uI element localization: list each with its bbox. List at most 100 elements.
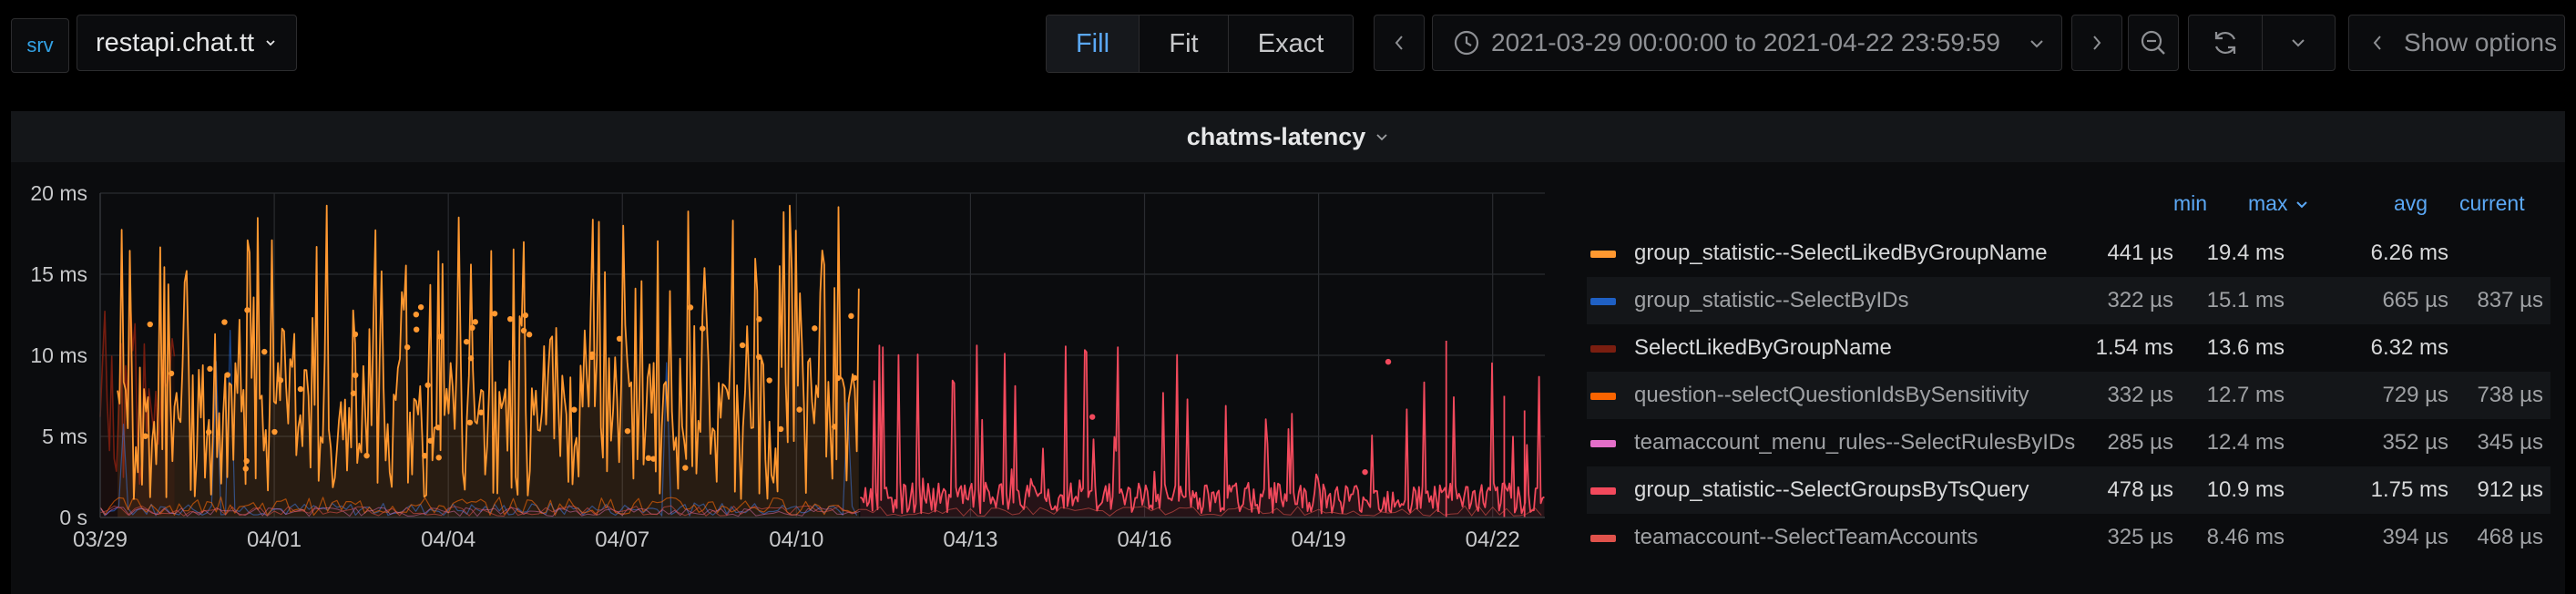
view-mode-fill-button[interactable]: Fill [1047, 15, 1140, 72]
time-range-picker[interactable]: 2021-03-29 00:00:00 to 2021-04-22 23:59:… [1432, 15, 2062, 71]
chart-axes: 0 s 5 ms 10 ms 15 ms 20 ms 03/29 04/01 04/04 04/… [30, 181, 1545, 552]
series-name[interactable]: group_statistic--SelectByIDs [1634, 288, 1909, 312]
series-color-swatch[interactable] [1590, 535, 1616, 542]
series-avg: 6.26 ms [2370, 241, 2448, 265]
series-point [682, 465, 689, 471]
series-avg: 665 µs [2382, 288, 2448, 312]
series-point [756, 316, 762, 323]
series-name[interactable]: teamaccount_menu_rules--SelectRulesByIDs [1634, 430, 2076, 455]
series-point [224, 372, 231, 378]
series-name[interactable]: question--selectQuestionIdsBySensitivity [1634, 383, 2029, 407]
series-point [831, 424, 838, 430]
series-point [352, 331, 359, 338]
series-point [277, 377, 284, 384]
legend-col-max[interactable]: max [2248, 191, 2288, 215]
series-color-swatch[interactable] [1590, 251, 1616, 258]
panel-header[interactable]: chatms-latency [11, 111, 2565, 162]
series-min: 1.54 ms [2095, 335, 2173, 360]
legend-row[interactable]: SelectLikedByGroupName 1.54 ms 13.6 ms 6.32… [1587, 324, 2550, 372]
series-name[interactable]: SelectLikedByGroupName [1634, 335, 1892, 360]
time-shift-forward-button[interactable] [2071, 15, 2122, 71]
series-point [353, 372, 359, 379]
x-tick-label: 04/16 [1117, 527, 1171, 552]
legend-col-min[interactable]: min [2173, 191, 2208, 215]
time-range-value: 2021-03-29 00:00:00 to 2021-04-22 23:59:… [1491, 28, 2000, 56]
series-point [812, 325, 818, 332]
zoom-out-icon [2141, 30, 2165, 55]
series-avg: 394 µs [2382, 525, 2448, 549]
series-color-swatch[interactable] [1590, 487, 1616, 495]
series-point [522, 312, 529, 319]
series-max: 13.6 ms [2206, 335, 2285, 360]
legend-col-avg[interactable]: avg [2394, 191, 2428, 215]
series-current: 738 µs [2477, 383, 2543, 407]
series-point [435, 455, 442, 461]
series-name[interactable]: group_statistic--SelectLikedByGroupName [1634, 241, 2048, 265]
series-color-swatch[interactable] [1590, 345, 1616, 353]
dashboard-toolbar: srv restapi.chat.tt Fill Fit Exact 2021-… [0, 0, 2576, 91]
series-line [860, 344, 1545, 515]
series-point [424, 382, 431, 388]
view-mode-exact-button[interactable]: Exact [1229, 15, 1353, 72]
legend-header: min max avg current [1587, 179, 2550, 230]
series-point [205, 429, 212, 435]
series-point [700, 325, 706, 332]
series-color-swatch[interactable] [1590, 440, 1616, 447]
series-min: 325 µs [2107, 525, 2173, 549]
series-color-swatch[interactable] [1590, 393, 1616, 400]
legend-row[interactable]: group_statistic--SelectGroupsByTsQuery 47… [1587, 466, 2550, 514]
legend-row[interactable]: teamaccount--SelectTeamAccounts 325 µs 8.4… [1587, 514, 2550, 561]
series-name[interactable]: teamaccount--SelectTeamAccounts [1634, 525, 1978, 549]
series-point [463, 338, 470, 345]
series-color-swatch[interactable] [1590, 298, 1616, 305]
series-max: 12.7 ms [2206, 383, 2285, 407]
latency-time-series-chart[interactable]: 0 s 5 ms 10 ms 15 ms 20 ms 03/29 04/01 04/04 04/… [0, 162, 1567, 563]
legend-row[interactable]: group_statistic--SelectLikedByGroupName 4… [1587, 230, 2550, 277]
legend-row[interactable]: question--selectQuestionIdsBySensitivity… [1587, 372, 2550, 419]
show-options-button[interactable]: Show options [2348, 15, 2565, 71]
series-point [526, 332, 533, 338]
y-tick-label: 5 ms [42, 425, 87, 448]
series-point [422, 453, 428, 459]
series-point [297, 385, 304, 393]
series-point [261, 348, 268, 355]
chevron-right-icon [2093, 36, 2101, 50]
view-mode-fit-button[interactable]: Fit [1140, 15, 1229, 72]
x-tick-label: 04/19 [1292, 527, 1346, 552]
series-min: 332 µs [2107, 383, 2173, 407]
series-point [571, 406, 578, 413]
series-avg: 352 µs [2382, 430, 2448, 455]
datasource-select[interactable]: restapi.chat.tt [77, 15, 297, 71]
legend-col-current[interactable]: current [2459, 191, 2525, 215]
series-point [756, 353, 762, 360]
legend-rows: group_statistic--SelectLikedByGroupName 4… [1587, 230, 2550, 561]
y-tick-label: 0 s [59, 506, 87, 529]
show-options-label: Show options [2404, 28, 2558, 56]
time-shift-back-button[interactable] [1374, 15, 1425, 71]
panel-title: chatms-latency [1186, 122, 1366, 150]
series-max: 12.4 ms [2206, 430, 2285, 455]
series-point [350, 390, 357, 396]
series-avg: 729 µs [2382, 383, 2448, 407]
series-name[interactable]: group_statistic--SelectGroupsByTsQuery [1634, 477, 2029, 502]
legend-row[interactable]: teamaccount_menu_rules--SelectRulesByIDs… [1587, 419, 2550, 466]
x-tick-label: 04/04 [421, 527, 475, 552]
refresh-button[interactable] [2189, 15, 2263, 70]
series-point [1385, 358, 1392, 365]
series-area [860, 345, 1545, 517]
x-tick-label: 04/13 [943, 527, 997, 552]
chevron-down-icon [1376, 134, 1387, 141]
refresh-interval-dropdown[interactable] [2263, 15, 2336, 70]
zoom-out-button[interactable] [2128, 15, 2179, 71]
series-point [472, 319, 478, 325]
series-point [1362, 468, 1368, 476]
series-point [221, 319, 228, 325]
series-max: 8.46 ms [2206, 525, 2285, 549]
series-max: 19.4 ms [2206, 241, 2285, 265]
legend-row[interactable]: group_statistic--SelectByIDs 322 µs 15.1 m… [1587, 277, 2550, 324]
series-line [117, 204, 860, 500]
series-point [520, 327, 527, 334]
series-point [739, 342, 746, 349]
series-point [645, 455, 652, 462]
series-avg: 6.32 ms [2370, 335, 2448, 360]
